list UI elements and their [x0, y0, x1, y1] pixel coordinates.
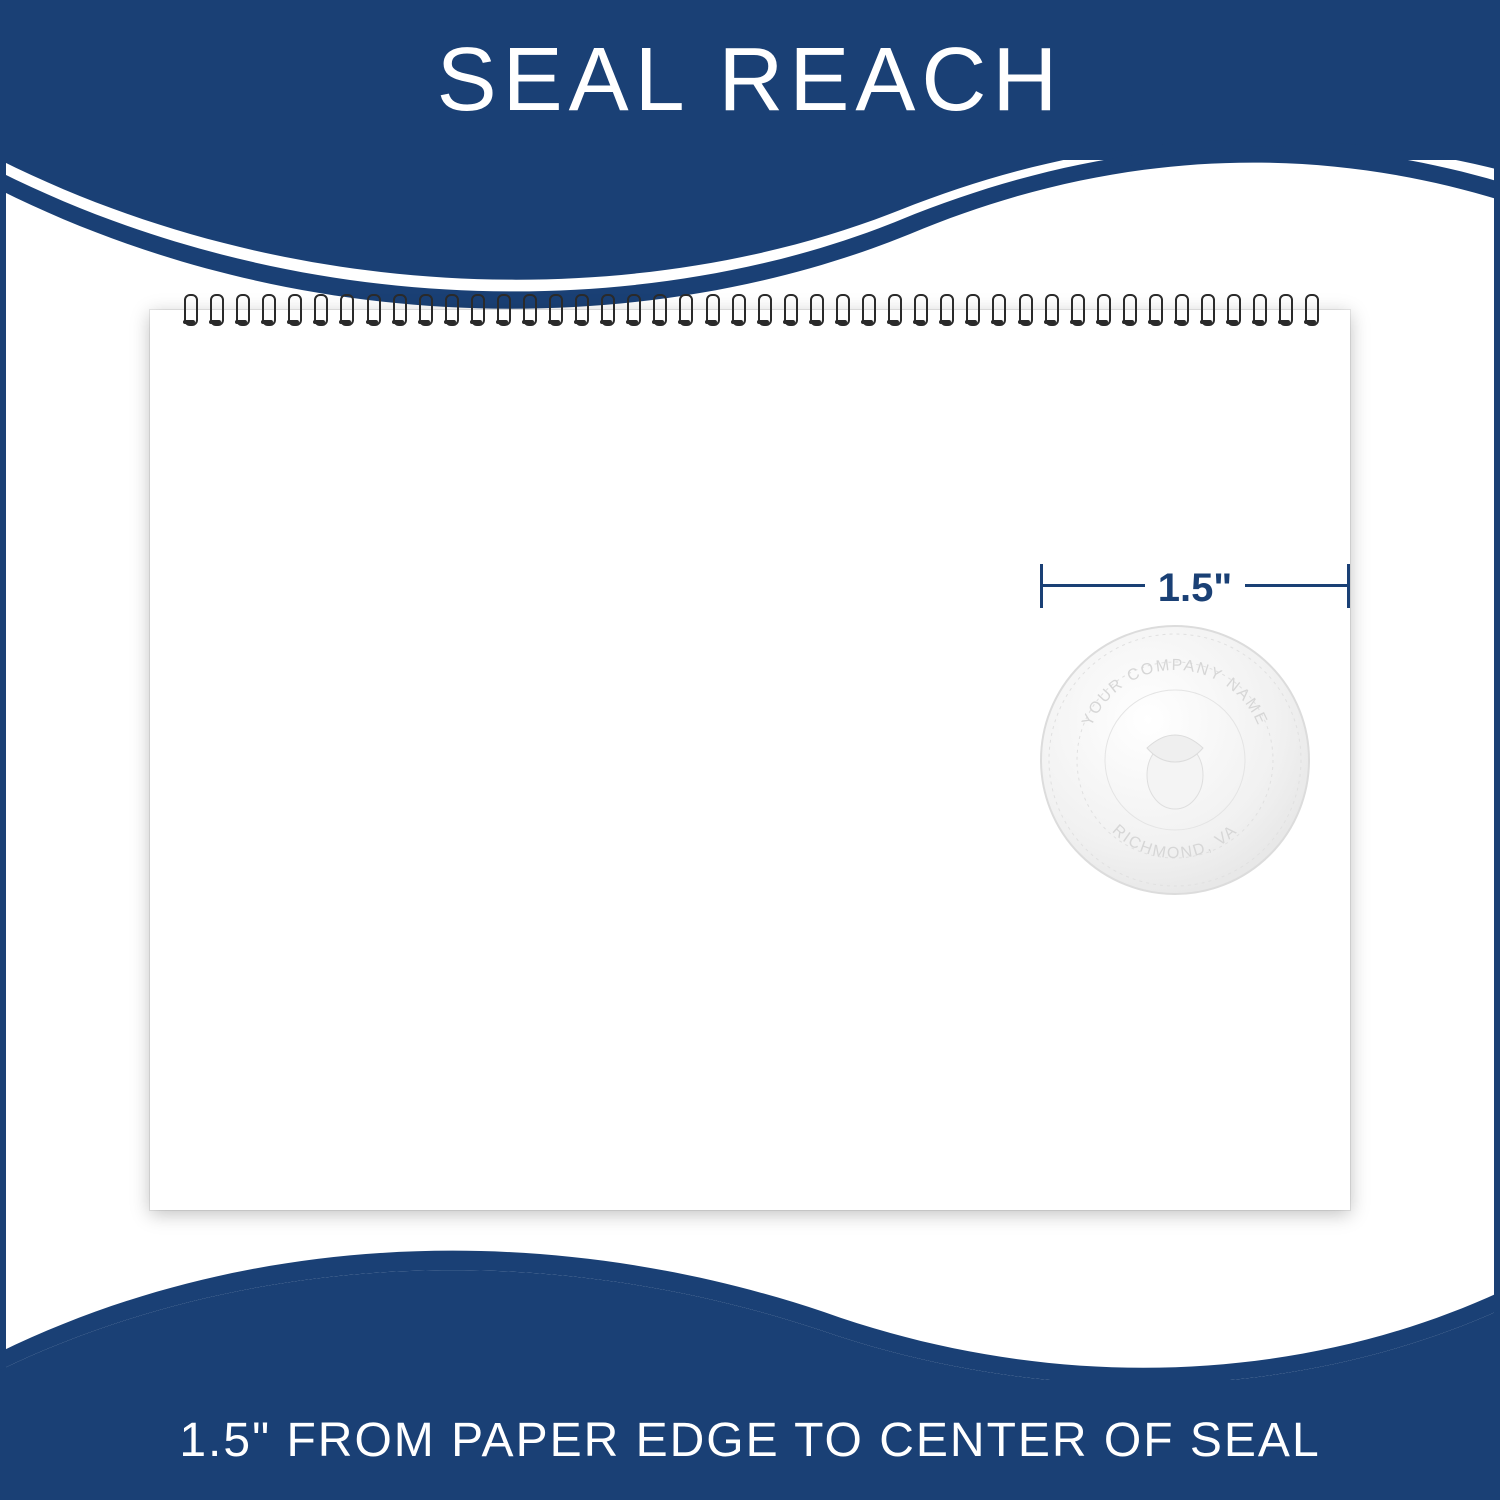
footer-caption: 1.5" FROM PAPER EDGE TO CENTER OF SEAL [179, 1413, 1320, 1468]
reach-measurement: 1.5" [1040, 560, 1350, 610]
spiral-ring [206, 290, 224, 326]
spiral-ring [910, 290, 928, 326]
spiral-ring [988, 290, 1006, 326]
spiral-ring [571, 290, 589, 326]
top-banner: SEAL REACH [0, 0, 1500, 160]
spiral-ring [180, 290, 198, 326]
spiral-ring [441, 290, 459, 326]
spiral-ring [1301, 290, 1319, 326]
spiral-ring [415, 290, 433, 326]
spiral-ring [1015, 290, 1033, 326]
spiral-ring [832, 290, 850, 326]
spiral-ring [1171, 290, 1189, 326]
spiral-ring [649, 290, 667, 326]
spiral-ring [258, 290, 276, 326]
spiral-ring [1067, 290, 1085, 326]
spiral-ring [884, 290, 902, 326]
spiral-ring [1119, 290, 1137, 326]
spiral-ring [728, 290, 746, 326]
spiral-ring [363, 290, 381, 326]
spiral-ring [754, 290, 772, 326]
spiral-ring [936, 290, 954, 326]
spiral-ring [545, 290, 563, 326]
spiral-ring [493, 290, 511, 326]
spiral-ring [962, 290, 980, 326]
spiral-ring [232, 290, 250, 326]
spiral-ring [1145, 290, 1163, 326]
spiral-ring [597, 290, 615, 326]
spiral-binding [180, 290, 1320, 330]
spiral-ring [467, 290, 485, 326]
page-title: SEAL REACH [437, 29, 1064, 132]
spiral-ring [702, 290, 720, 326]
spiral-ring [806, 290, 824, 326]
spiral-ring [519, 290, 537, 326]
spiral-ring [389, 290, 407, 326]
spiral-ring [780, 290, 798, 326]
spiral-ring [1223, 290, 1241, 326]
measure-value: 1.5" [1145, 566, 1245, 611]
spiral-ring [1197, 290, 1215, 326]
spiral-ring [858, 290, 876, 326]
spiral-ring [1249, 290, 1267, 326]
spiral-ring [1275, 290, 1293, 326]
spiral-ring [623, 290, 641, 326]
spiral-ring [284, 290, 302, 326]
bottom-banner: 1.5" FROM PAPER EDGE TO CENTER OF SEAL [0, 1380, 1500, 1500]
measure-tick-right [1347, 564, 1350, 608]
spiral-ring [1041, 290, 1059, 326]
spiral-ring [1093, 290, 1111, 326]
spiral-ring [675, 290, 693, 326]
spiral-ring [310, 290, 328, 326]
embossed-seal: YOUR COMPANY NAME RICHMOND, VA [1035, 620, 1315, 900]
spiral-ring [336, 290, 354, 326]
